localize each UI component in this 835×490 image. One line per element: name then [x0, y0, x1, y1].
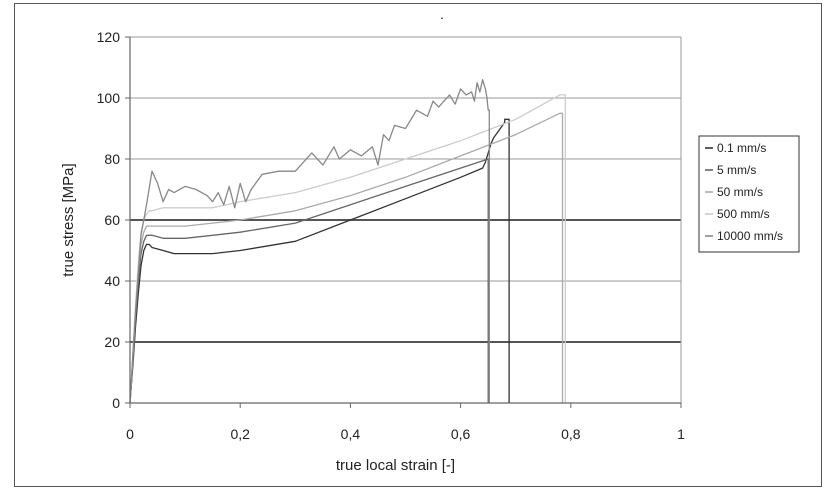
tick-labels: 0 20 40 60 80 100 120 0 0,2 0,4 0,6 0,8 1 [97, 29, 685, 442]
series-line-3 [129, 112, 564, 404]
legend-box [698, 135, 800, 253]
legend-label: 0.1 mm/s [717, 141, 766, 155]
legend: 0.1 mm/s 5 mm/s 50 mm/s 500 mm/s 10000 mm/s [698, 135, 800, 253]
y-tick-label: 100 [97, 90, 121, 106]
legend-label: 5 mm/s [717, 163, 756, 177]
series-line-2 [129, 158, 489, 404]
chart-frame [14, 3, 822, 487]
y-tick-label: 60 [104, 212, 120, 228]
x-tick-label: 0,2 [230, 426, 250, 442]
x-tick-label: 1 [677, 426, 685, 442]
y-tick-label: 20 [104, 334, 120, 350]
y-axis-title: true stress [MPa] [60, 163, 77, 276]
x-tick-label: 0 [126, 426, 134, 442]
y-tick-label: 0 [112, 395, 120, 411]
y-tick-label: 40 [104, 273, 120, 289]
x-tick-label: 0,8 [561, 426, 581, 442]
series-line-5 [129, 79, 490, 404]
x-tick-label: 0,6 [451, 426, 471, 442]
y-tick-label: 120 [97, 29, 121, 45]
x-axis-title: true local strain [-] [336, 457, 455, 474]
gridlines [130, 36, 682, 403]
legend-label: 10000 mm/s [717, 229, 783, 243]
legend-label: 50 mm/s [717, 185, 763, 199]
series-lines [129, 79, 566, 404]
legend-label: 500 mm/s [717, 207, 770, 221]
series-line-1 [129, 118, 510, 404]
x-tick-label: 0,4 [341, 426, 361, 442]
stray-mark-annotation: . [440, 6, 444, 22]
y-tick-label: 80 [104, 151, 120, 167]
